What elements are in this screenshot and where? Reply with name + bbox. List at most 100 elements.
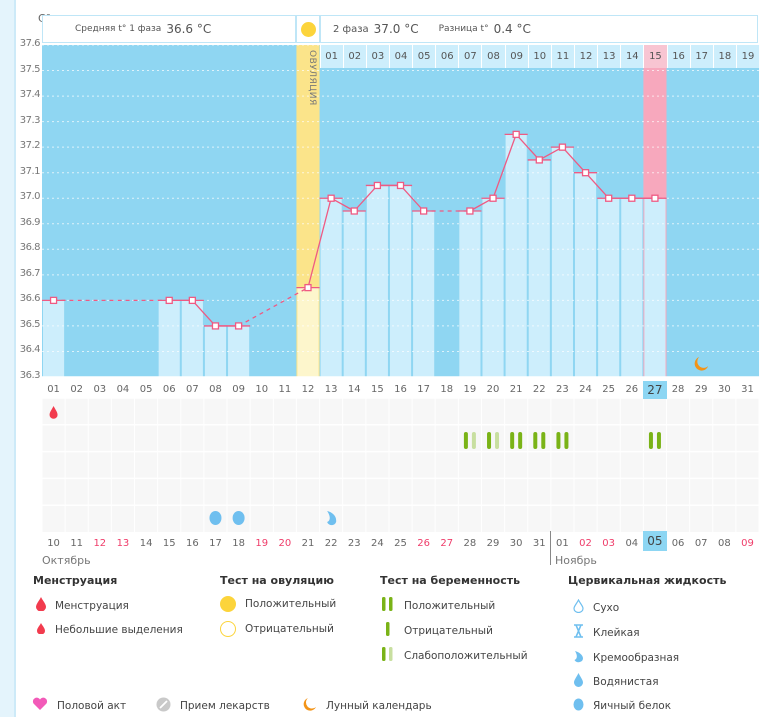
- temperature-line-segment: [191, 299, 216, 327]
- date-label[interactable]: 13: [116, 538, 130, 549]
- y-tick-label: 37.0: [19, 191, 41, 203]
- cycle-day-label[interactable]: 29: [694, 384, 708, 395]
- date-label[interactable]: 24: [371, 538, 384, 549]
- temperature-line-segment: [538, 146, 563, 161]
- legend-label: Прием лекарств: [180, 700, 270, 712]
- y-tick-label: 36.5: [19, 318, 41, 330]
- date-label[interactable]: 15: [162, 538, 176, 549]
- date-label[interactable]: 22: [324, 538, 338, 549]
- temperature-bar: [343, 211, 365, 377]
- cycle-day-label[interactable]: 22: [532, 384, 546, 395]
- legend-label: Отрицательный: [404, 624, 493, 637]
- temperature-line-segment: [469, 197, 494, 212]
- temperature-line-segment: [561, 146, 587, 174]
- cycle-day-label[interactable]: 08: [209, 384, 222, 395]
- date-label[interactable]: 23: [347, 538, 361, 549]
- cycle-day-label[interactable]: 13: [324, 384, 338, 395]
- creamy-drop-icon: [573, 649, 584, 666]
- cycle-day-label[interactable]: 01: [47, 384, 60, 395]
- temperature-bar: [320, 198, 342, 377]
- date-label[interactable]: 02: [579, 538, 592, 549]
- legend-pregnancy-negative: Отрицательный: [381, 622, 493, 639]
- temperature-bar: [551, 147, 573, 377]
- temperature-line-segment: [585, 172, 610, 199]
- date-label[interactable]: 19: [255, 538, 269, 549]
- y-tick-label: 37.2: [19, 140, 41, 152]
- diff-value: 0.4 °C: [493, 22, 531, 36]
- legend-label: Лунный календарь: [326, 700, 432, 712]
- hourglass-icon: [573, 624, 584, 641]
- y-tick-label: 37.5: [19, 63, 41, 75]
- cycle-day-label[interactable]: 18: [440, 384, 454, 395]
- cycle-day-label[interactable]: 16: [394, 384, 407, 395]
- cycle-day-label[interactable]: 05: [139, 384, 153, 395]
- y-tick-label: 36.9: [19, 216, 41, 228]
- cycle-day-label[interactable]: 20: [486, 384, 500, 395]
- legend-label: Сухо: [593, 601, 620, 614]
- date-label[interactable]: 12: [93, 538, 107, 549]
- date-label-today[interactable]: 05: [643, 531, 667, 551]
- cycle-day-label[interactable]: 17: [417, 384, 430, 395]
- date-label[interactable]: 25: [394, 538, 407, 549]
- legend-label: Яичный белок: [593, 699, 672, 712]
- cycle-day-label[interactable]: 24: [579, 384, 592, 395]
- cycle-day-label[interactable]: 04: [116, 384, 130, 395]
- date-label[interactable]: 14: [139, 538, 153, 549]
- date-label[interactable]: 28: [463, 538, 477, 549]
- temperature-line-segment: [307, 198, 332, 288]
- date-label[interactable]: 29: [486, 538, 500, 549]
- phase1-label: Средняя t° 1 фаза: [75, 24, 162, 34]
- cycle-day-label[interactable]: 30: [717, 384, 731, 395]
- cycle-day-label[interactable]: 06: [162, 384, 176, 395]
- cycle-day-label[interactable]: 09: [232, 384, 245, 395]
- date-label[interactable]: 21: [301, 538, 315, 549]
- date-label[interactable]: 08: [717, 538, 731, 549]
- cycle-day-label[interactable]: 14: [347, 384, 361, 395]
- cycle-day-label[interactable]: 02: [70, 384, 84, 395]
- legend-ovulation-title: Тест на овуляцию: [220, 574, 334, 587]
- date-label[interactable]: 17: [209, 538, 222, 549]
- cycle-day-label[interactable]: 21: [509, 384, 523, 395]
- month-november: Ноябрь: [555, 554, 597, 567]
- phase2-day-label: 14: [620, 45, 644, 68]
- temperature-bar: [505, 134, 527, 377]
- phase2-day-label: 13: [597, 45, 621, 68]
- cycle-day-label[interactable]: 28: [671, 384, 685, 395]
- cycle-day-label[interactable]: 15: [371, 384, 384, 395]
- date-label[interactable]: 31: [532, 538, 546, 549]
- temperature-line-segment: [400, 185, 425, 212]
- cycle-day-label[interactable]: 07: [185, 384, 199, 395]
- date-label[interactable]: 01: [556, 538, 569, 549]
- cycle-day-label[interactable]: 26: [625, 384, 639, 395]
- date-label[interactable]: 30: [509, 538, 523, 549]
- cycle-day-label[interactable]: 03: [93, 384, 107, 395]
- pregnancy-test-bar: [541, 432, 546, 449]
- pregnancy-test-bar: [487, 432, 492, 449]
- temperature-bar: [528, 159, 550, 377]
- date-label[interactable]: 03: [602, 538, 616, 549]
- phase2-day-label: 08: [481, 45, 505, 68]
- date-label[interactable]: 20: [278, 538, 292, 549]
- temperature-point: [419, 207, 428, 215]
- cycle-day-label[interactable]: 11: [278, 384, 292, 395]
- date-label[interactable]: 04: [625, 538, 639, 549]
- date-label[interactable]: 16: [185, 538, 199, 549]
- date-label[interactable]: 09: [741, 538, 754, 549]
- date-label[interactable]: 10: [47, 538, 60, 549]
- cycle-day-label[interactable]: 19: [463, 384, 477, 395]
- date-label[interactable]: 27: [440, 538, 454, 549]
- cycle-day-label[interactable]: 12: [301, 384, 315, 395]
- date-label[interactable]: 07: [694, 538, 708, 549]
- temperature-bar: [574, 172, 597, 377]
- cycle-day-label[interactable]: 31: [741, 384, 754, 395]
- date-label[interactable]: 06: [671, 538, 685, 549]
- cycle-day-label[interactable]: 27: [643, 381, 667, 399]
- date-label[interactable]: 11: [70, 538, 84, 549]
- cycle-day-label[interactable]: 23: [556, 384, 569, 395]
- cycle-day-label[interactable]: 25: [602, 384, 616, 395]
- date-label[interactable]: 18: [232, 538, 245, 549]
- cycle-day-label[interactable]: 10: [255, 384, 269, 395]
- creamy-fluid-icon: [327, 511, 337, 526]
- date-label[interactable]: 26: [417, 538, 430, 549]
- phase2-day-label: 05: [412, 45, 436, 68]
